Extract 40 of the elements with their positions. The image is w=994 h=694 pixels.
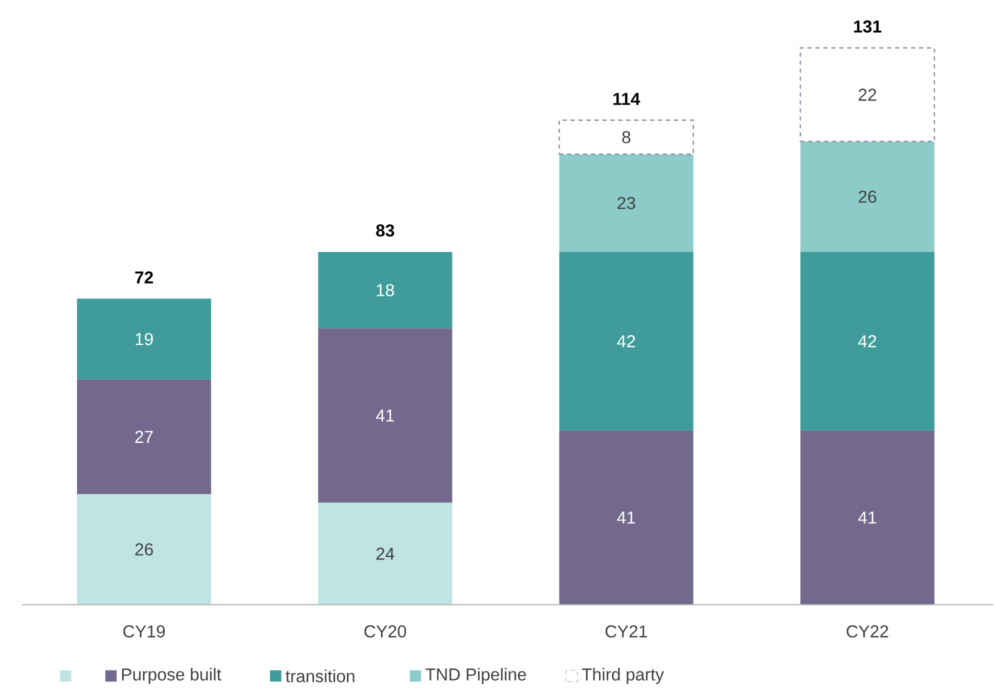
bar	[558, 120, 694, 156]
data-label: 26	[135, 543, 153, 556]
bar	[318, 252, 452, 329]
total-label: 72	[135, 272, 153, 284]
legend-label: TND Pipeline	[426, 668, 526, 684]
bar	[77, 298, 212, 380]
total-label: 83	[376, 224, 394, 237]
legend-label: Purpose built	[122, 668, 222, 684]
data-label: 41	[376, 410, 394, 422]
x-tick-label: CY21	[606, 625, 648, 638]
data-label: 23	[618, 197, 636, 210]
bar	[318, 502, 452, 605]
bar	[318, 328, 452, 503]
bar	[77, 494, 212, 605]
bar	[559, 154, 694, 252]
total-label: 114	[613, 93, 640, 106]
legend-label: Third party	[582, 668, 664, 684]
bar	[77, 380, 212, 494]
bar	[800, 430, 934, 605]
x-tick-label: CY19	[123, 625, 165, 638]
bar	[559, 252, 694, 431]
legend-label: transition	[286, 670, 354, 682]
data-label: 22	[858, 88, 876, 101]
data-label: 26	[858, 190, 876, 203]
data-label: 27	[135, 430, 153, 444]
bar	[800, 47, 936, 142]
bar	[800, 142, 934, 252]
bar	[800, 252, 934, 431]
data-label: 8	[622, 131, 630, 144]
data-label: 42	[617, 335, 636, 348]
data-label: 42	[858, 335, 876, 348]
data-label: 19	[136, 333, 153, 346]
data-label: 41	[858, 512, 876, 524]
total-label: 131	[854, 20, 882, 33]
x-tick-label: CY22	[846, 625, 888, 638]
bar	[559, 430, 694, 605]
x-tick-label: CY20	[364, 625, 406, 638]
data-label: 41	[617, 512, 636, 524]
data-label: 24	[376, 548, 394, 560]
data-label: 18	[376, 284, 394, 296]
